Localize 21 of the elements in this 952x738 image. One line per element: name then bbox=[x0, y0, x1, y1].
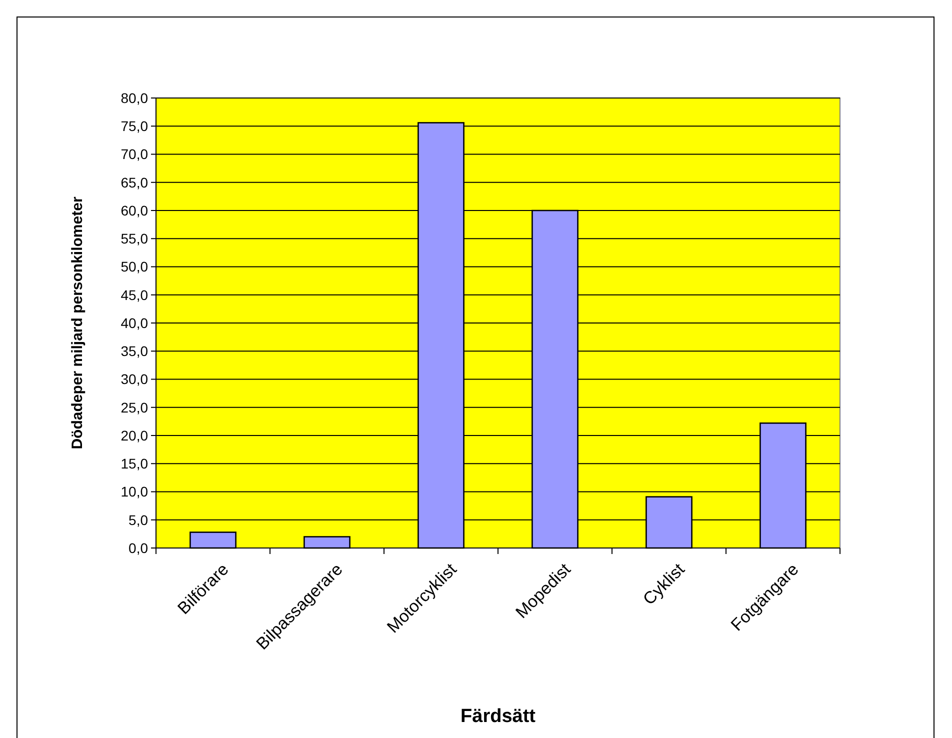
y-tick-label: 50,0 bbox=[120, 258, 148, 275]
y-tick-label: 5,0 bbox=[128, 512, 148, 528]
y-tick-label: 35,0 bbox=[120, 343, 148, 360]
y-tick-label: 40,0 bbox=[120, 314, 148, 331]
y-tick-label: 30,0 bbox=[120, 371, 148, 388]
y-tick-label: 80,0 bbox=[120, 90, 148, 106]
y-tick-label: 25,0 bbox=[120, 399, 148, 416]
y-tick-label: 20,0 bbox=[120, 427, 148, 444]
y-axis-title: Dödadeper miljard personkilometer bbox=[69, 196, 86, 450]
y-tick-label: 10,0 bbox=[120, 484, 148, 500]
y-tick-label: 70,0 bbox=[120, 146, 148, 162]
y-tick-label: 55,0 bbox=[120, 230, 148, 247]
y-tick-label: 65,0 bbox=[120, 174, 148, 190]
y-tick-label: 75,0 bbox=[120, 118, 148, 134]
bar bbox=[190, 532, 236, 549]
y-tick-label: 15,0 bbox=[120, 456, 148, 472]
y-tick-label: 60,0 bbox=[120, 202, 148, 218]
bar bbox=[304, 536, 350, 549]
y-tick-label: 0,0 bbox=[128, 540, 148, 556]
x-axis-title: Färdsätt bbox=[460, 706, 536, 727]
y-tick-label: 45,0 bbox=[120, 286, 148, 303]
